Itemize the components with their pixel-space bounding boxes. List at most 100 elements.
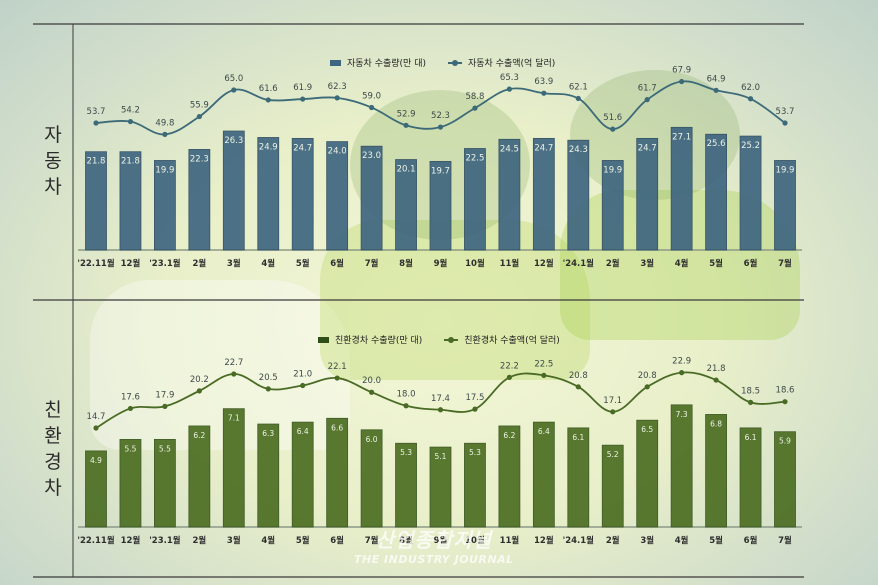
line-marker	[127, 118, 134, 125]
line-marker	[196, 388, 202, 394]
bar	[222, 130, 245, 251]
x-tick-label: 11월	[500, 535, 520, 546]
bar-value-label: 5.1	[435, 452, 447, 461]
bar	[188, 425, 211, 528]
bar	[601, 444, 624, 528]
line-marker	[782, 399, 788, 405]
line-marker	[231, 87, 237, 93]
line-value-label: 61.7	[638, 84, 657, 94]
line-value-label: 22.9	[672, 357, 691, 367]
bar	[153, 160, 176, 251]
x-tick-label: 12월	[121, 258, 141, 269]
x-tick-label: '23.1월	[149, 535, 181, 546]
bar-value-label: 6.4	[538, 427, 550, 436]
bar-value-label: 24.7	[534, 143, 553, 153]
bar	[395, 159, 417, 251]
bar	[601, 160, 624, 251]
line-value-label: 59.0	[362, 92, 381, 102]
line-value-label: 53.7	[776, 107, 795, 117]
line-marker	[127, 405, 134, 412]
x-tick-label: '22.11월	[77, 535, 114, 546]
x-tick-label: 6월	[330, 258, 344, 269]
line-marker	[300, 96, 306, 102]
line-value-label: 52.9	[397, 109, 416, 119]
line-value-label: 21.8	[707, 364, 726, 374]
x-tick-label: 5월	[709, 258, 723, 269]
line-value-label: 22.2	[500, 361, 519, 371]
bar-value-label: 19.9	[603, 165, 622, 175]
bar	[567, 139, 590, 251]
x-tick-label: 2월	[606, 535, 620, 546]
line-value-label: 58.8	[465, 92, 484, 102]
legend-bar-swatch-icon	[318, 336, 329, 343]
bar-value-label: 26.3	[224, 136, 243, 146]
bar-value-label: 24.7	[293, 143, 312, 153]
bar	[739, 427, 762, 528]
x-tick-label: 10월	[465, 535, 485, 546]
bar-value-label: 6.2	[193, 431, 205, 440]
bar	[498, 425, 521, 528]
bar	[705, 414, 727, 528]
bar	[670, 404, 693, 528]
legend-bottom-bar-label: 친환경차 수출량(만 대)	[335, 336, 423, 346]
line-value-label: 22.5	[534, 359, 553, 369]
x-tick-label: '23.1월	[149, 258, 181, 269]
x-tick-label: 2월	[192, 258, 206, 269]
bar-value-label: 6.0	[366, 435, 378, 444]
line-value-label: 65.3	[500, 73, 519, 83]
bar-value-label: 4.9	[90, 456, 102, 465]
bar-value-label: 6.6	[331, 423, 343, 432]
x-tick-label: 2월	[192, 535, 206, 546]
x-tick-label: 10월	[465, 258, 485, 269]
x-tick-label: 7월	[778, 258, 792, 269]
line-marker	[196, 113, 202, 120]
line-marker	[782, 120, 788, 126]
line-marker	[506, 374, 512, 380]
line-value-label: 22.7	[224, 358, 243, 368]
bar	[705, 133, 727, 251]
bar	[670, 126, 693, 251]
line-marker	[541, 90, 547, 96]
bar-value-label: 19.9	[776, 165, 795, 175]
legend-bar-swatch-icon	[330, 59, 341, 66]
x-tick-label: 7월	[365, 258, 379, 269]
line-marker	[437, 407, 444, 413]
line-value-label: 20.8	[638, 371, 657, 381]
watermark-korean: 산업종합저널	[375, 528, 493, 552]
bar-value-label: 6.2	[503, 431, 515, 440]
bar	[85, 450, 107, 528]
line-marker	[265, 97, 271, 103]
bar	[257, 423, 280, 528]
line-marker	[162, 131, 168, 137]
line-marker	[644, 384, 650, 390]
line-value-label: 55.9	[190, 101, 209, 111]
bar-value-label: 20.1	[397, 165, 416, 175]
line-marker	[300, 382, 306, 389]
bar	[119, 151, 142, 251]
bar	[739, 135, 762, 251]
bar-value-label: 6.5	[641, 425, 653, 434]
line-value-label: 61.6	[259, 84, 278, 94]
x-tick-label: 4월	[675, 535, 689, 546]
line-marker	[231, 371, 237, 377]
bar	[464, 148, 486, 251]
bar-value-label: 19.9	[155, 165, 174, 175]
bar-value-label: 7.1	[228, 414, 240, 423]
line-value-label: 20.5	[259, 373, 278, 383]
line-marker	[747, 399, 754, 405]
x-tick-label: 8월	[399, 258, 413, 269]
line-marker	[713, 87, 719, 93]
bar-value-label: 25.2	[741, 141, 760, 151]
line-marker	[93, 120, 99, 126]
x-tick-label: 2월	[606, 258, 620, 269]
bar-value-label: 6.1	[745, 433, 757, 442]
line-value-label: 65.0	[224, 74, 243, 84]
x-tick-label: 12월	[121, 535, 141, 546]
line-marker	[713, 377, 719, 383]
x-tick-label: 3월	[227, 535, 241, 546]
bar-value-label: 22.5	[465, 154, 484, 164]
line-marker	[575, 95, 581, 102]
line-marker	[437, 124, 444, 130]
bar-value-label: 5.9	[779, 437, 791, 446]
x-tick-label: 7월	[778, 535, 792, 546]
